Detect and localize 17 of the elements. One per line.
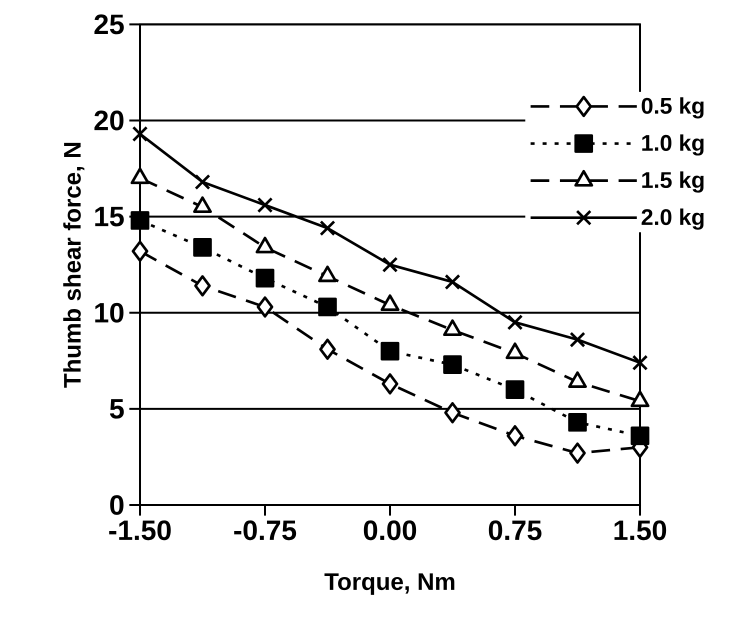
x-tick-label: 1.50 xyxy=(614,520,666,540)
y-tick-label: 5 xyxy=(110,399,124,419)
y-tick-label: 25 xyxy=(94,14,124,34)
y-tick-label: 0 xyxy=(110,495,124,515)
y-tick-label: 10 xyxy=(95,302,124,323)
x-tick-label: 0.00 xyxy=(364,520,416,540)
legend-label: 0.5 kg xyxy=(642,97,704,118)
x-tick-label: -1.50 xyxy=(109,520,171,540)
y-tick-label: 20 xyxy=(94,110,124,130)
legend-label: 1.5 kg xyxy=(642,171,704,193)
legend-label: 2.0 kg xyxy=(642,208,704,230)
x-tick-label: -0.75 xyxy=(234,520,296,540)
y-tick-label: 15 xyxy=(95,206,124,226)
x-tick-label: 0.75 xyxy=(488,520,542,540)
legend-label: 1.0 kg xyxy=(642,134,704,156)
y-axis-title: Thumb shear force, N xyxy=(63,142,84,388)
x-axis-title: Torque, Nm xyxy=(324,573,454,595)
